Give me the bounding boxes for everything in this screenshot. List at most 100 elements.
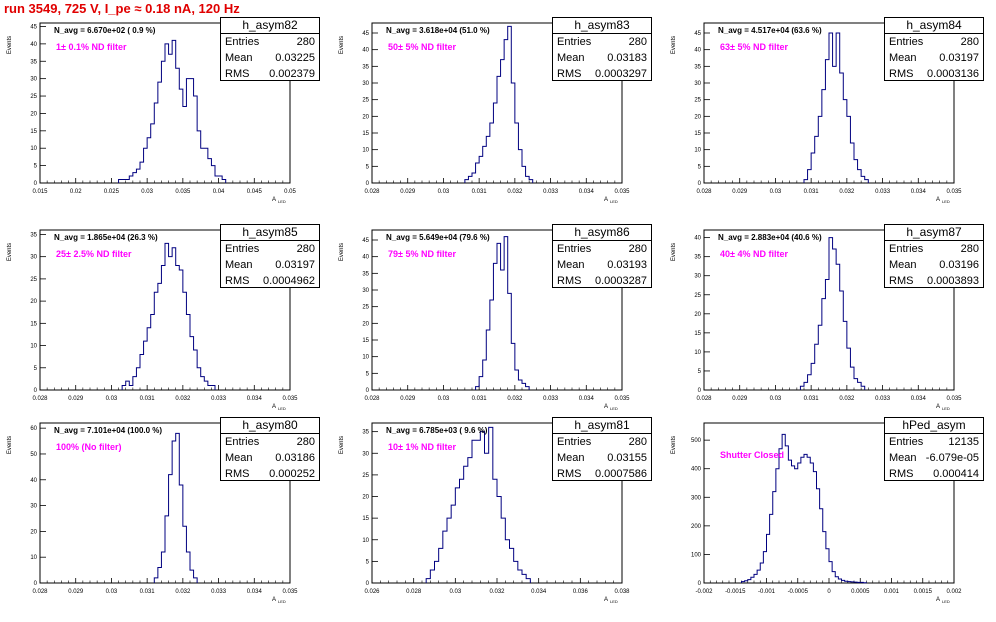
x-tick-label: 0.035	[282, 589, 298, 595]
histogram-svg: 0.028 0.029 0.03 0.031 0.032 0.033 0.034 0.035 0…	[339, 229, 630, 411]
x-tick-label: 0.025	[104, 189, 120, 195]
y-tick-label: 25	[362, 473, 369, 479]
x-tick-label: 0.029	[732, 396, 748, 402]
stats-entries-row: Entries 280	[885, 241, 983, 257]
panel-h-asym86: 0.028 0.029 0.03 0.031 0.032 0.033 0.034 0.035 0…	[332, 222, 664, 429]
x-tick-label: -0.002	[695, 589, 713, 595]
stats-entries-row: Entries 280	[221, 34, 319, 50]
x-tick-label: 0.032	[489, 589, 505, 595]
stats-mean-label: Mean	[225, 52, 253, 64]
stats-entries-value: 280	[296, 243, 315, 255]
y-tick-label: 0	[34, 388, 38, 394]
stats-rms-label: RMS	[225, 68, 250, 80]
y-axis-label: Events	[7, 36, 13, 54]
stats-entries-label: Entries	[889, 243, 924, 255]
stats-rms-row: RMS 0.0003287	[553, 273, 651, 289]
y-tick-label: 40	[694, 48, 701, 54]
y-tick-label: 300	[691, 495, 702, 501]
stats-entries-value: 280	[628, 436, 647, 448]
n-avg-label: N_avg = 6.670e+02 ( 0.9 %)	[54, 26, 156, 35]
stats-mean-value: 0.03197	[275, 259, 315, 271]
filter-label: 10± 1% ND filter	[388, 442, 456, 452]
stats-mean-row: Mean 0.03196	[885, 257, 983, 273]
x-tick-label: 0.033	[875, 396, 891, 402]
y-tick-label: 25	[30, 277, 37, 283]
x-axis-label-subscript: LED	[942, 406, 950, 411]
y-tick-label: 30	[694, 274, 701, 280]
y-tick-label: 30	[30, 255, 37, 261]
histogram-name: h_asym85	[221, 225, 319, 241]
histogram-svg: 0.028 0.029 0.03 0.031 0.032 0.033 0.034 0.035 0…	[339, 22, 630, 204]
stats-entries-label: Entries	[225, 243, 260, 255]
y-axis-label: Events	[671, 36, 677, 54]
x-tick-label: 0.029	[68, 589, 84, 595]
histogram-svg: 0.015 0.02 0.025 0.03 0.035 0.04 0.045 0.05 0 5 10…	[7, 22, 296, 204]
stats-entries-row: Entries 280	[221, 434, 319, 450]
stats-box: h_asym85 Entries 280 Mean 0.03197 RMS 0.000496…	[220, 224, 320, 288]
filter-label: 40± 4% ND filter	[720, 249, 788, 259]
x-tick-label: 0.04	[213, 189, 225, 195]
y-tick-label: 0	[698, 581, 702, 587]
plot-frame	[39, 229, 291, 391]
stats-rms-row: RMS 0.000414	[885, 466, 983, 482]
filter-label: 63± 5% ND filter	[720, 42, 788, 52]
x-tick-label: 0.026	[364, 589, 380, 595]
stats-mean-row: Mean 0.03197	[221, 257, 319, 273]
y-tick-label: 25	[30, 94, 37, 100]
x-tick-label: 0.034	[247, 589, 263, 595]
stats-mean-value: 0.03193	[607, 259, 647, 271]
x-tick-label: 0.03	[438, 189, 450, 195]
x-tick-label: 0.02	[70, 189, 82, 195]
x-tick-label: 0.028	[696, 396, 712, 402]
y-tick-label: 15	[362, 516, 369, 522]
x-tick-label: 0.035	[946, 396, 962, 402]
y-tick-label: 0	[34, 181, 38, 187]
x-tick-label: 0.034	[911, 396, 927, 402]
x-tick-label: 0.031	[804, 189, 820, 195]
stats-rms-value: 0.000414	[933, 468, 979, 480]
x-axis-label-subscript: LED	[278, 199, 286, 204]
x-tick-label: 0.035	[282, 396, 298, 402]
stats-mean-row: Mean 0.03193	[553, 257, 651, 273]
y-axis-label: Events	[7, 243, 13, 261]
y-tick-label: 0	[366, 388, 370, 394]
panel-h-asym85: 0.028 0.029 0.03 0.031 0.032 0.033 0.034 0.035 0…	[0, 222, 332, 429]
filter-label: 1± 0.1% ND filter	[56, 42, 127, 52]
histogram-outline	[799, 237, 866, 390]
stats-rms-label: RMS	[889, 68, 914, 80]
stats-rms-value: 0.0004962	[263, 275, 315, 287]
x-tick-label: 0.032	[839, 189, 855, 195]
x-tick-label: 0.029	[732, 189, 748, 195]
y-tick-label: 25	[362, 305, 369, 311]
filter-label: 79± 5% ND filter	[388, 249, 456, 259]
y-tick-label: 20	[362, 495, 369, 501]
stats-mean-row: Mean 0.03155	[553, 450, 651, 466]
stats-entries-label: Entries	[889, 436, 924, 448]
stats-mean-value: 0.03186	[275, 452, 315, 464]
stats-entries-row: Entries 280	[885, 34, 983, 50]
y-tick-label: 20	[362, 321, 369, 327]
y-tick-label: 45	[362, 31, 369, 37]
stats-box: h_asym81 Entries 280 Mean 0.03155 RMS 0.000758…	[552, 417, 652, 481]
y-axis-label: Events	[339, 243, 345, 261]
x-tick-label: 0.05	[284, 189, 296, 195]
stats-mean-row: Mean -6.079e-05	[885, 450, 983, 466]
y-tick-label: 0	[698, 388, 702, 394]
stats-rms-value: 0.0003297	[595, 68, 647, 80]
x-axis-label-subscript: LED	[610, 406, 618, 411]
x-tick-label: 0.032	[175, 589, 191, 595]
stats-mean-label: Mean	[225, 259, 253, 271]
y-tick-label: 25	[362, 98, 369, 104]
x-tick-label: 0.035	[175, 189, 191, 195]
stats-rms-value: 0.0007586	[595, 468, 647, 480]
y-tick-label: 30	[362, 451, 369, 457]
stats-entries-row: Entries 280	[221, 241, 319, 257]
plot-frame	[39, 22, 291, 184]
x-axis-label: A	[272, 197, 276, 203]
y-tick-label: 15	[694, 131, 701, 137]
x-tick-label: 0.0015	[914, 589, 933, 595]
y-tick-label: 400	[691, 467, 702, 473]
x-tick-label: 0.028	[406, 589, 422, 595]
x-tick-label: 0.03	[449, 589, 461, 595]
n-avg-label: N_avg = 7.101e+04 (100.0 %)	[54, 426, 162, 435]
